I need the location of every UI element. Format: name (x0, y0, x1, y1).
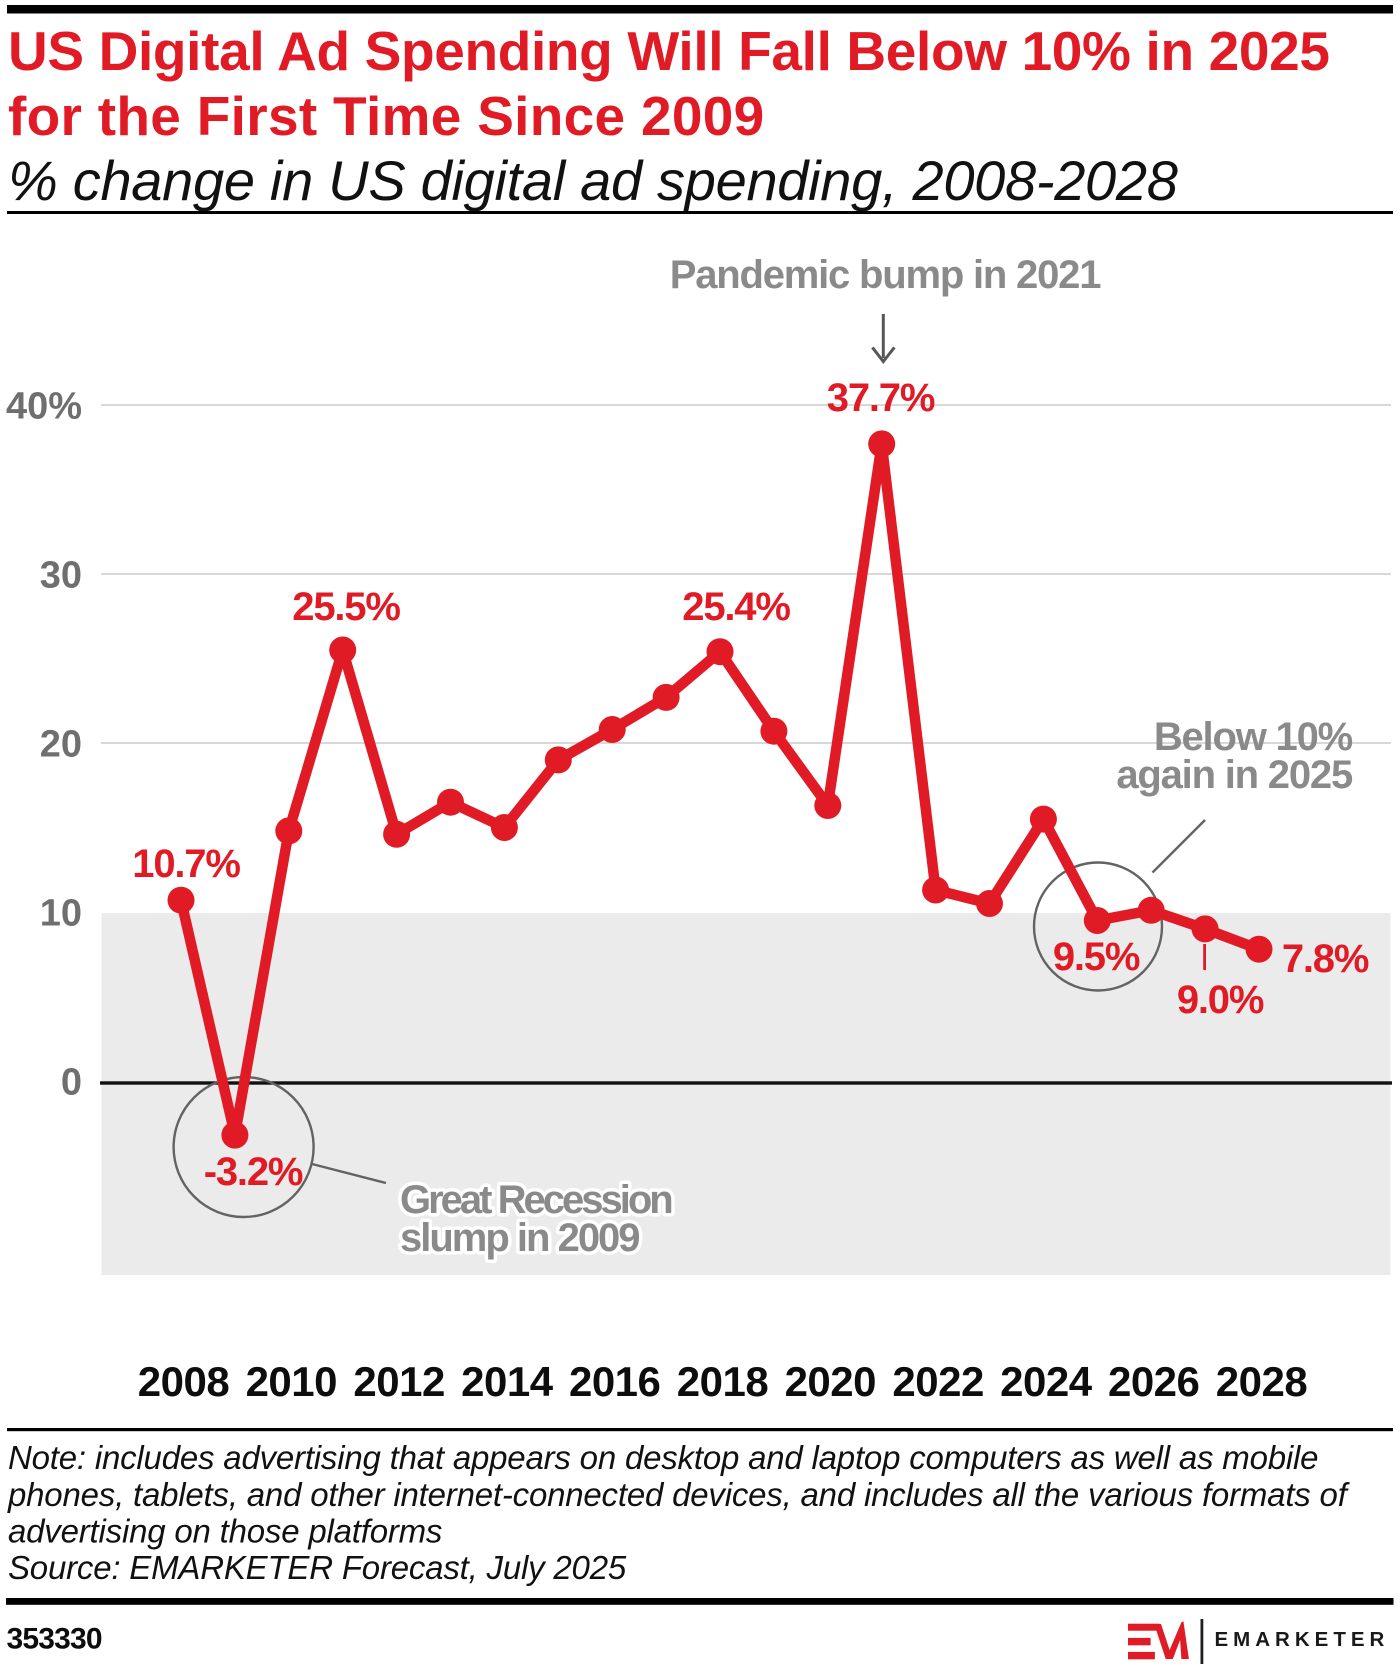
svg-text:7.8%: 7.8% (1282, 937, 1369, 981)
svg-text:9.0%: 9.0% (1177, 978, 1264, 1022)
svg-text:10: 10 (40, 893, 82, 935)
svg-text:25.4%: 25.4% (682, 585, 790, 629)
svg-text:phones, tablets, and other int: phones, tablets, and other internet-conn… (7, 1476, 1351, 1513)
svg-text:EMARKETER: EMARKETER (1215, 1628, 1390, 1651)
svg-text:2018: 2018 (677, 1358, 769, 1405)
svg-text:2022: 2022 (892, 1358, 983, 1405)
svg-text:US Digital Ad Spending Will Fa: US Digital Ad Spending Will Fall Below 1… (8, 20, 1330, 82)
svg-text:30: 30 (40, 555, 82, 597)
svg-text:Pandemic bump in 2021: Pandemic bump in 2021 (670, 253, 1101, 297)
svg-text:0: 0 (61, 1062, 82, 1104)
svg-text:for the First Time Since 2009: for the First Time Since 2009 (8, 85, 765, 147)
svg-text:353330: 353330 (7, 1623, 102, 1656)
svg-text:10.7%: 10.7% (132, 842, 240, 886)
svg-text:20: 20 (40, 724, 82, 766)
svg-text:2010: 2010 (246, 1358, 337, 1405)
svg-text:% change in US digital ad spen: % change in US digital ad spending, 2008… (8, 149, 1178, 212)
svg-text:2008: 2008 (138, 1358, 230, 1405)
svg-text:Note: includes advertising tha: Note: includes advertising that appears … (8, 1439, 1318, 1476)
svg-text:2014: 2014 (461, 1358, 554, 1405)
svg-text:2028: 2028 (1216, 1358, 1308, 1405)
svg-text:37.7%: 37.7% (827, 376, 935, 420)
svg-text:Great Recession: Great Recession (400, 1178, 671, 1222)
svg-text:2026: 2026 (1108, 1358, 1199, 1405)
svg-text:again in 2025: again in 2025 (1116, 753, 1353, 797)
svg-text:25.5%: 25.5% (292, 585, 400, 629)
svg-text:2024: 2024 (1000, 1358, 1093, 1405)
svg-text:40%: 40% (6, 386, 82, 428)
svg-text:2016: 2016 (569, 1358, 660, 1405)
svg-text:Source: EMARKETER Forecast, Ju: Source: EMARKETER Forecast, July 2025 (8, 1549, 627, 1586)
svg-text:2020: 2020 (785, 1358, 876, 1405)
svg-text:Below 10%: Below 10% (1154, 715, 1353, 759)
svg-text:9.5%: 9.5% (1053, 935, 1140, 979)
svg-text:2012: 2012 (353, 1358, 444, 1405)
svg-text:-3.2%: -3.2% (204, 1150, 303, 1194)
svg-text:advertising on those platforms: advertising on those platforms (8, 1512, 442, 1549)
svg-text:slump in 2009: slump in 2009 (400, 1216, 639, 1260)
